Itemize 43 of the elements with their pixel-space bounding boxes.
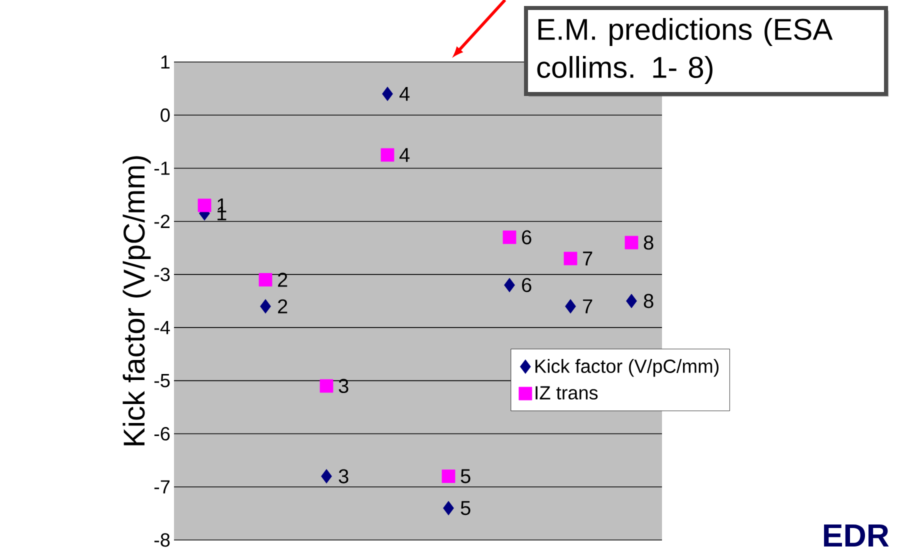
annotation: 6	[522, 278, 532, 292]
y-axis-title: Kick factor (V/pC/mm)	[122, 156, 151, 446]
annotation: 4	[399, 148, 410, 162]
y-tick-label: -3	[154, 268, 170, 282]
legend-label: IZ trans	[536, 386, 598, 400]
y-tick-label: -2	[154, 214, 170, 228]
annotation: 7	[583, 252, 592, 266]
y-tick-label: -8	[154, 533, 170, 547]
point	[260, 299, 271, 314]
y-tick-label: -7	[154, 480, 170, 494]
annotation: 5	[460, 501, 470, 516]
point	[626, 294, 637, 308]
annotation: E.M. predictions (ESA collims. 1- 8)	[537, 18, 833, 84]
point	[504, 278, 515, 292]
point	[380, 148, 394, 162]
point	[624, 236, 638, 250]
annotation: 6	[522, 230, 532, 244]
y-tick-label: -6	[154, 427, 170, 441]
y-tick-label: 0	[160, 108, 170, 122]
annotation: 8	[644, 236, 654, 250]
annotation: 3	[338, 378, 348, 394]
annotation: 4	[399, 87, 410, 101]
y-tick-label: -5	[154, 374, 170, 388]
point	[198, 198, 212, 212]
annotation: 3	[338, 469, 348, 484]
point	[258, 273, 272, 286]
point	[382, 86, 393, 102]
y-tick-label: -1	[154, 162, 170, 175]
annotation: 5	[460, 469, 470, 484]
y-tick-label: 1	[161, 55, 170, 69]
point	[442, 470, 456, 483]
legend-label: Kick factor (V/pC/mm)	[535, 359, 719, 377]
annotation: 8	[644, 294, 654, 308]
annotation: 7	[583, 299, 592, 314]
point	[502, 230, 516, 244]
point	[321, 469, 332, 484]
text: EDR	[824, 524, 889, 546]
point	[565, 299, 576, 314]
point	[320, 379, 334, 393]
point	[443, 500, 454, 516]
point	[564, 252, 578, 266]
y-tick-label: -4	[154, 321, 170, 334]
annotation: 2	[278, 299, 288, 314]
